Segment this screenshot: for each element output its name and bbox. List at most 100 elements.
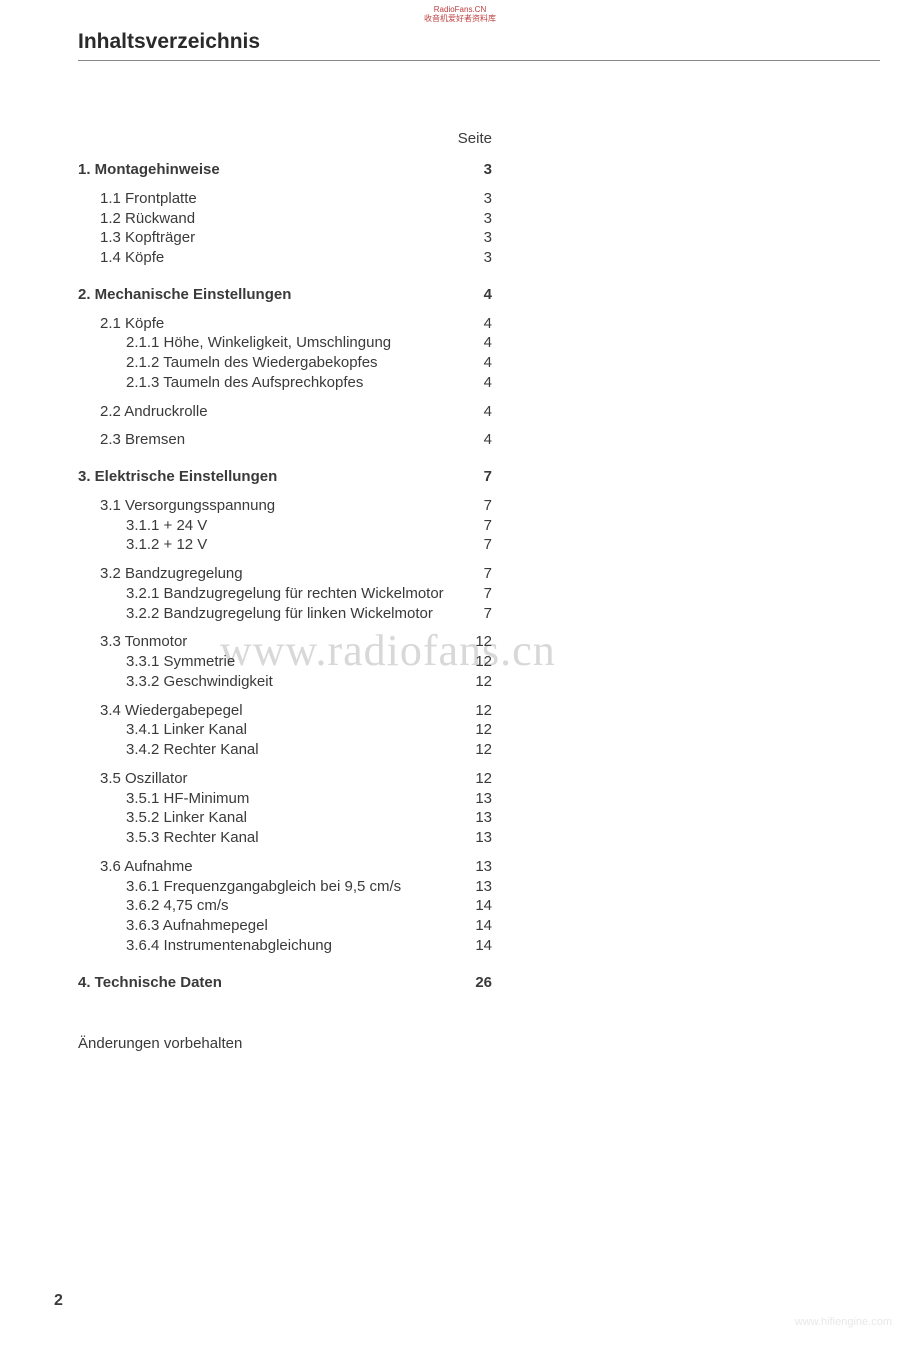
toc-row: 1.2 Rückwand3	[78, 210, 498, 229]
toc-row: 3.4 Wiedergabepegel12	[78, 702, 498, 721]
page-column-header: Seite	[78, 130, 498, 147]
title-rule	[78, 60, 880, 61]
toc-row: 3.5.1 HF-Minimum13	[78, 790, 498, 809]
toc-label: 3.2.2 Bandzugregelung für linken Wickelm…	[78, 605, 468, 624]
toc-label: 3.3.2 Geschwindigkeit	[78, 673, 468, 692]
toc-row: 3.6.2 4,75 cm/s14	[78, 897, 498, 916]
toc-row: 2.1.1 Höhe, Winkeligkeit, Umschlingung4	[78, 334, 498, 353]
toc-label: 4. Technische Daten	[78, 974, 468, 993]
toc-row: 3.5.2 Linker Kanal13	[78, 809, 498, 828]
toc-page: 4	[468, 403, 498, 422]
toc-page: 14	[468, 937, 498, 956]
toc-label: 1.1 Frontplatte	[78, 190, 468, 209]
toc-label: 3.4.1 Linker Kanal	[78, 721, 468, 740]
toc-page: 4	[468, 431, 498, 450]
page-title: Inhaltsverzeichnis	[78, 30, 880, 54]
page-header: Inhaltsverzeichnis	[78, 30, 880, 61]
toc-label: 2. Mechanische Einstellungen	[78, 286, 468, 305]
toc-row: 2. Mechanische Einstellungen4	[78, 286, 498, 305]
toc-row: 2.2 Andruckrolle4	[78, 403, 498, 422]
toc-row: 3.3 Tonmotor12	[78, 633, 498, 652]
toc-row: 2.3 Bremsen4	[78, 431, 498, 450]
toc-row: 3.2.1 Bandzugregelung für rechten Wickel…	[78, 585, 498, 604]
toc-row: 1.4 Köpfe3	[78, 249, 498, 268]
toc-label: 3.3 Tonmotor	[78, 633, 468, 652]
toc-row: 1.1 Frontplatte3	[78, 190, 498, 209]
toc-label: 3.6 Aufnahme	[78, 858, 468, 877]
toc-row: 3. Elektrische Einstellungen7	[78, 468, 498, 487]
toc-label: 3.1.2 + 12 V	[78, 536, 468, 555]
toc-label: 3.6.2 4,75 cm/s	[78, 897, 468, 916]
toc-page: 7	[468, 536, 498, 555]
toc-label: 2.3 Bremsen	[78, 431, 468, 450]
toc-label: 3.5.1 HF-Minimum	[78, 790, 468, 809]
toc-label: 3.2.1 Bandzugregelung für rechten Wickel…	[78, 585, 468, 604]
toc-label: 3.6.4 Instrumentenabgleichung	[78, 937, 468, 956]
toc-row: 3.2 Bandzugregelung7	[78, 565, 498, 584]
toc-row: 1. Montagehinweise3	[78, 161, 498, 180]
toc-page: 3	[468, 210, 498, 229]
toc-page: 12	[468, 770, 498, 789]
toc-row: 2.1.3 Taumeln des Aufsprechkopfes4	[78, 374, 498, 393]
toc-label: 3.2 Bandzugregelung	[78, 565, 468, 584]
toc-page: 4	[468, 286, 498, 305]
toc-label: 1.4 Köpfe	[78, 249, 468, 268]
toc-page: 7	[468, 497, 498, 516]
toc-label: 1. Montagehinweise	[78, 161, 468, 180]
toc-label: 3.5.3 Rechter Kanal	[78, 829, 468, 848]
toc-page: 12	[468, 702, 498, 721]
toc-row: 3.1.2 + 12 V7	[78, 536, 498, 555]
toc-row: 3.1.1 + 24 V7	[78, 517, 498, 536]
toc-page: 12	[468, 721, 498, 740]
toc-row: 2.1 Köpfe4	[78, 315, 498, 334]
toc-page: 3	[468, 190, 498, 209]
toc-body: 1. Montagehinweise31.1 Frontplatte31.2 R…	[78, 161, 498, 992]
toc-label: 2.2 Andruckrolle	[78, 403, 468, 422]
toc-label: 2.1.2 Taumeln des Wiedergabekopfes	[78, 354, 468, 373]
toc-page: 4	[468, 315, 498, 334]
toc-label: 2.1.3 Taumeln des Aufsprechkopfes	[78, 374, 468, 393]
toc-row: 2.1.2 Taumeln des Wiedergabekopfes4	[78, 354, 498, 373]
toc-page: 3	[468, 161, 498, 180]
toc-row: 4. Technische Daten26	[78, 974, 498, 993]
toc-row: 3.5 Oszillator12	[78, 770, 498, 789]
toc-label: 3.5 Oszillator	[78, 770, 468, 789]
toc-label: 3.4.2 Rechter Kanal	[78, 741, 468, 760]
toc-page: 12	[468, 673, 498, 692]
toc-page: 7	[468, 585, 498, 604]
stamp-line: 收音机爱好者资料库	[424, 15, 496, 24]
toc-page: 7	[468, 517, 498, 536]
toc-row: 3.3.2 Geschwindigkeit12	[78, 673, 498, 692]
toc-label: 3.1.1 + 24 V	[78, 517, 468, 536]
toc-page: 7	[468, 468, 498, 487]
table-of-contents: Seite 1. Montagehinweise31.1 Frontplatte…	[78, 130, 498, 1002]
toc-label: 3.5.2 Linker Kanal	[78, 809, 468, 828]
top-stamp: RadioFans.CN 收音机爱好者资料库	[424, 6, 496, 24]
toc-page: 12	[468, 653, 498, 672]
toc-page: 14	[468, 917, 498, 936]
toc-label: 3.6.3 Aufnahmepegel	[78, 917, 468, 936]
toc-page: 14	[468, 897, 498, 916]
toc-page: 12	[468, 633, 498, 652]
toc-page: 4	[468, 334, 498, 353]
footnote: Änderungen vorbehalten	[78, 1035, 242, 1052]
toc-label: 3.3.1 Symmetrie	[78, 653, 468, 672]
watermark-small: www.hifiengine.com	[795, 1316, 892, 1328]
toc-page: 13	[468, 858, 498, 877]
toc-page: 4	[468, 374, 498, 393]
toc-row: 3.4.1 Linker Kanal12	[78, 721, 498, 740]
toc-row: 3.5.3 Rechter Kanal13	[78, 829, 498, 848]
toc-label: 3.1 Versorgungsspannung	[78, 497, 468, 516]
toc-page: 4	[468, 354, 498, 373]
toc-label: 1.2 Rückwand	[78, 210, 468, 229]
toc-row: 3.6.4 Instrumentenabgleichung14	[78, 937, 498, 956]
toc-page: 12	[468, 741, 498, 760]
toc-label: 1.3 Kopfträger	[78, 229, 468, 248]
toc-page: 7	[468, 605, 498, 624]
toc-row: 3.3.1 Symmetrie12	[78, 653, 498, 672]
toc-row: 3.6.3 Aufnahmepegel14	[78, 917, 498, 936]
toc-page: 26	[468, 974, 498, 993]
page-number: 2	[54, 1292, 63, 1310]
toc-page: 13	[468, 790, 498, 809]
toc-page: 13	[468, 809, 498, 828]
